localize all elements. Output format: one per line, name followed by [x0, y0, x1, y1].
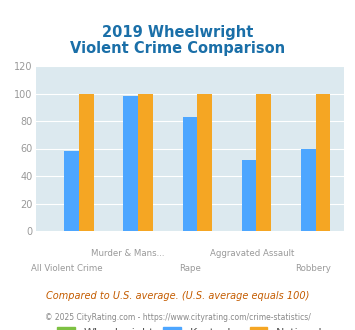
Bar [301, 148, 316, 231]
Text: All Violent Crime: All Violent Crime [31, 264, 102, 273]
Text: © 2025 CityRating.com - https://www.cityrating.com/crime-statistics/: © 2025 CityRating.com - https://www.city… [45, 313, 310, 322]
Bar [316, 93, 330, 231]
Bar [197, 93, 212, 231]
Legend: Wheelwright, Kentucky, National: Wheelwright, Kentucky, National [53, 322, 327, 330]
Bar [138, 93, 153, 231]
Text: Murder & Mans...: Murder & Mans... [91, 249, 165, 258]
Bar [79, 93, 94, 231]
Bar [124, 96, 138, 231]
Text: Aggravated Assault: Aggravated Assault [209, 249, 294, 258]
Text: Rape: Rape [179, 264, 201, 273]
Text: Compared to U.S. average. (U.S. average equals 100): Compared to U.S. average. (U.S. average … [46, 291, 309, 301]
Bar [256, 93, 271, 231]
Bar [182, 117, 197, 231]
Text: Violent Crime Comparison: Violent Crime Comparison [70, 41, 285, 56]
Text: Robbery: Robbery [295, 264, 332, 273]
Bar [64, 151, 79, 231]
Bar [242, 159, 256, 231]
Text: 2019 Wheelwright: 2019 Wheelwright [102, 25, 253, 40]
